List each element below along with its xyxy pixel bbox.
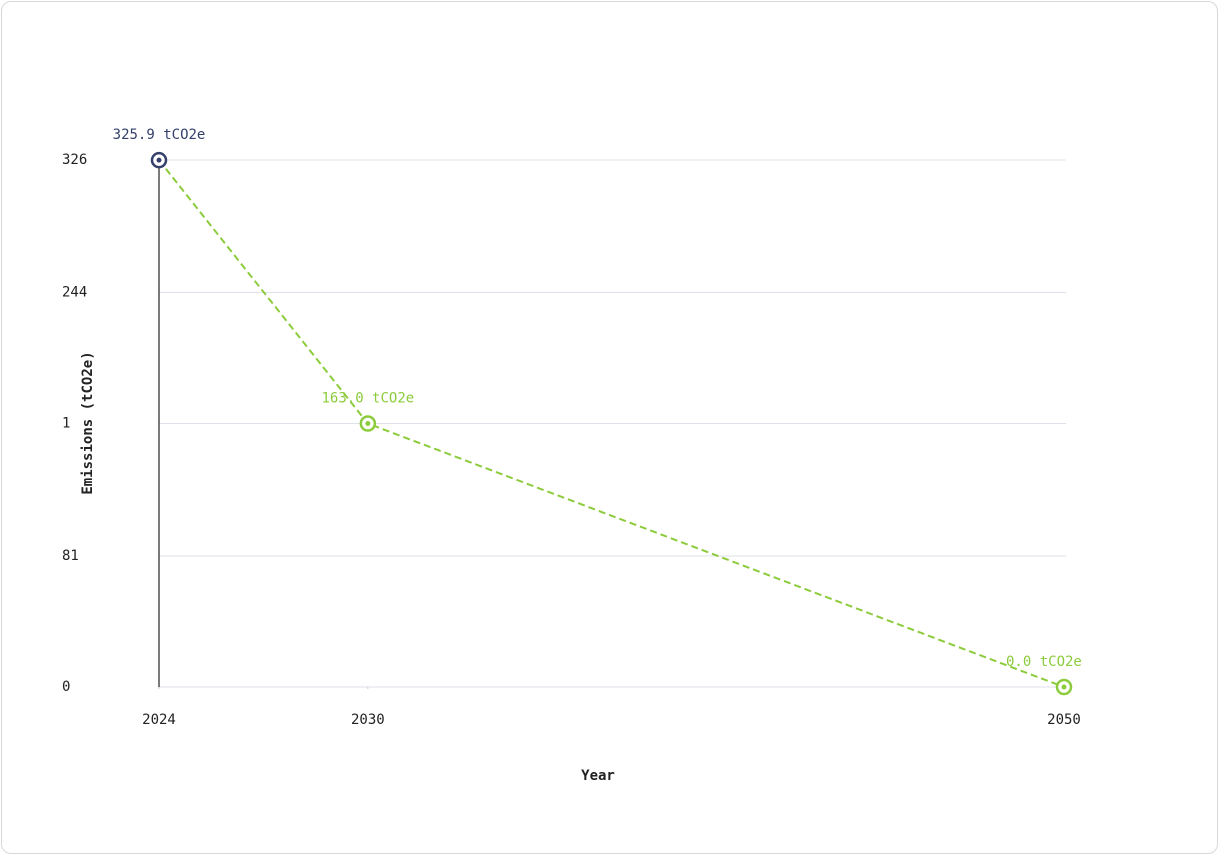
y-tick-label: 81 [62, 548, 79, 564]
data-label: 163.0 tCO2e [321, 391, 414, 407]
x-tick-label: 2050 [1047, 712, 1081, 728]
data-point-center [1061, 684, 1067, 690]
data-point-center [156, 157, 162, 163]
y-tick-label: 1 [62, 416, 70, 432]
data-label: 0.0 tCO2e [1006, 654, 1082, 670]
x-tick-label: 2030 [351, 712, 385, 728]
y-axis-label: Emissions (tCO2e) [80, 351, 96, 494]
data-point-center [365, 421, 371, 426]
x-tick-label: 2024 [142, 712, 176, 728]
x-axis-label: Year [581, 768, 615, 784]
data-label: 325.9 tCO2e [113, 127, 206, 143]
y-tick-label: 0 [62, 679, 70, 695]
y-tick-label: 326 [62, 152, 87, 168]
y-tick-label: 244 [62, 285, 87, 301]
